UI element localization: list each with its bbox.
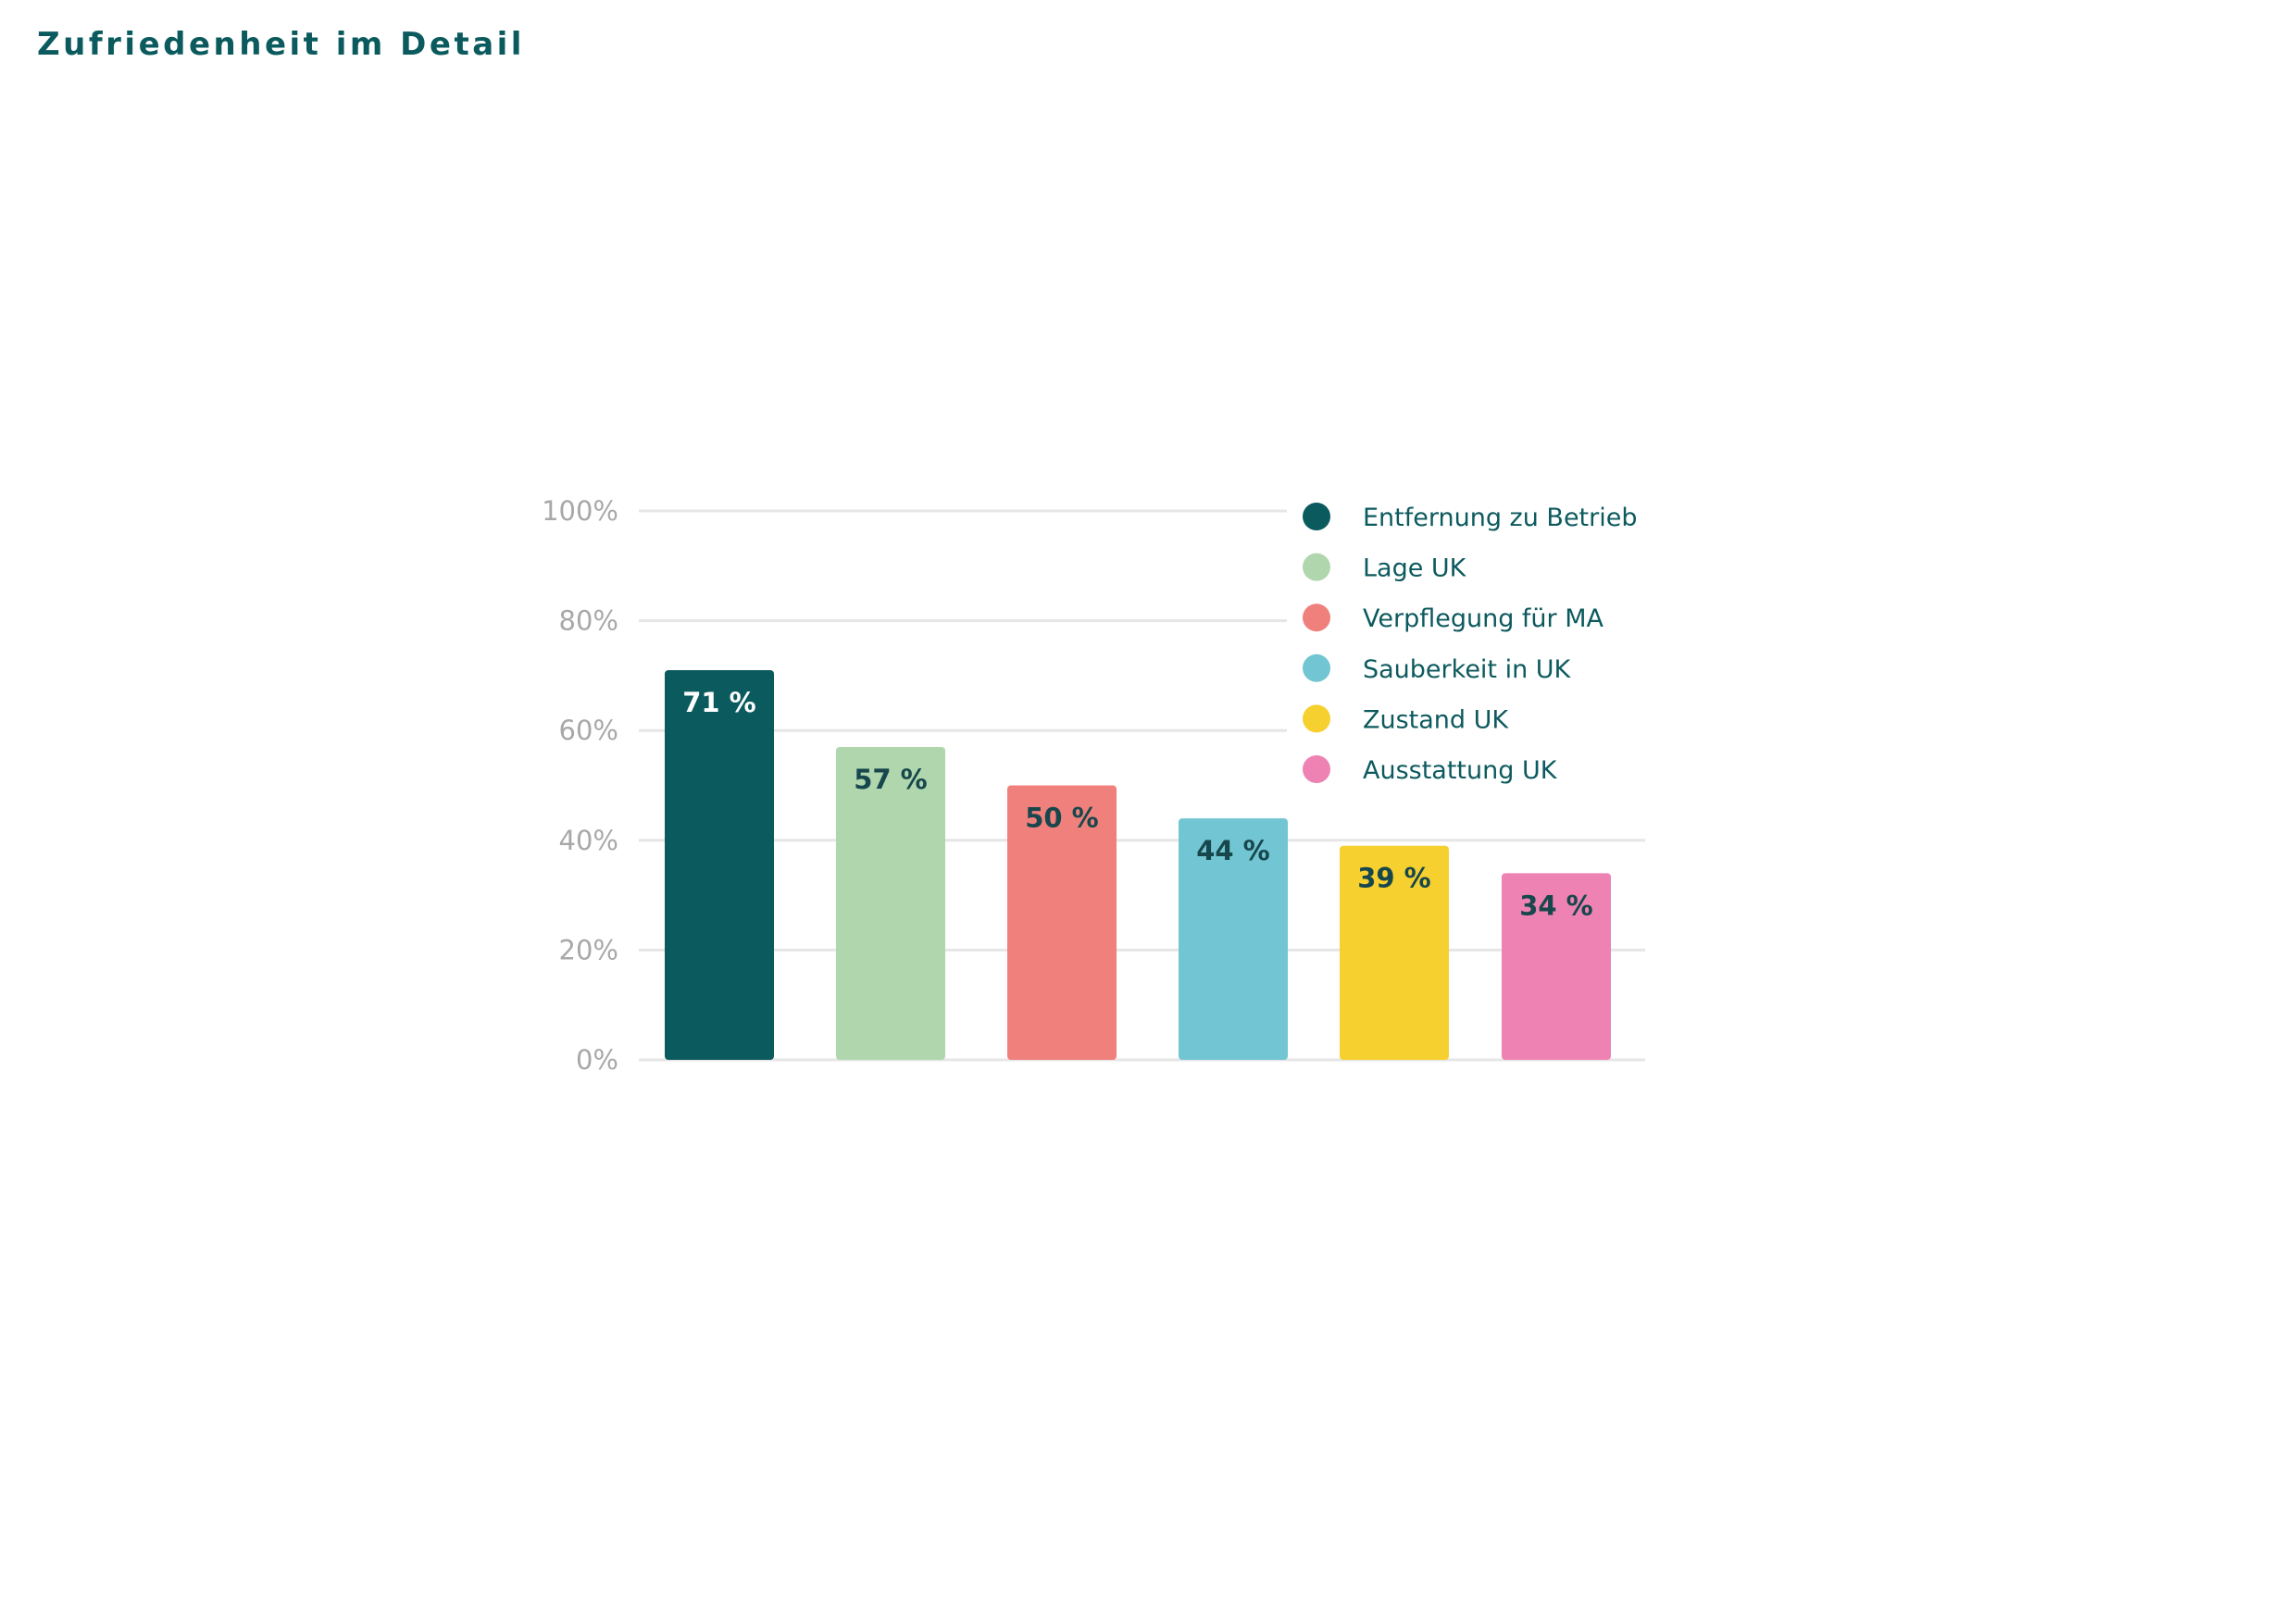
bars <box>665 669 1611 1060</box>
y-tick-label: 20% <box>559 934 618 965</box>
bar-data-label: 44 % <box>1196 835 1270 866</box>
y-tick-label: 80% <box>559 605 618 637</box>
legend-swatch <box>1303 604 1330 632</box>
legend-label: Zustand UK <box>1363 705 1509 734</box>
legend-swatch <box>1303 553 1330 581</box>
bar <box>1340 845 1449 1060</box>
legend-label: Entfernung zu Betrieb <box>1363 504 1638 532</box>
bar-data-label: 50 % <box>1025 803 1099 834</box>
legend-swatch <box>1303 503 1330 530</box>
legend-swatch <box>1303 755 1330 783</box>
legend: Entfernung zu Betrieb Lage UK Verpflegung … <box>1303 503 1638 785</box>
bar <box>1502 873 1611 1060</box>
grid-lines <box>639 509 1645 1062</box>
bar-data-label: 71 % <box>682 687 756 718</box>
legend-label: Verpflegung für MA <box>1363 604 1604 633</box>
bar <box>665 669 774 1060</box>
page-title: Zufriedenheit im Detail <box>37 26 525 63</box>
bar <box>836 746 945 1060</box>
legend-swatch <box>1303 704 1330 733</box>
bar-data-label: 39 % <box>1357 863 1431 894</box>
bar-data-labels: 71 % 57 % 50 % 44 % 39 % 34 % <box>682 687 1593 921</box>
legend-label: Sauberkeit in UK <box>1363 655 1572 684</box>
legend-label: Lage UK <box>1363 554 1467 583</box>
y-tick-label: 40% <box>559 825 618 856</box>
bar-data-label: 34 % <box>1519 890 1593 921</box>
y-axis-tick-labels: 0% 20% 40% 60% 80% 100% <box>542 495 618 1076</box>
y-tick-label: 60% <box>559 715 618 746</box>
bar-data-label: 57 % <box>854 764 928 795</box>
bar <box>1179 818 1288 1060</box>
y-tick-label: 0% <box>576 1044 618 1076</box>
legend-label: Ausstattung UK <box>1363 756 1558 785</box>
legend-swatch <box>1303 653 1330 682</box>
y-tick-label: 100% <box>542 495 618 527</box>
bar <box>1007 785 1117 1060</box>
